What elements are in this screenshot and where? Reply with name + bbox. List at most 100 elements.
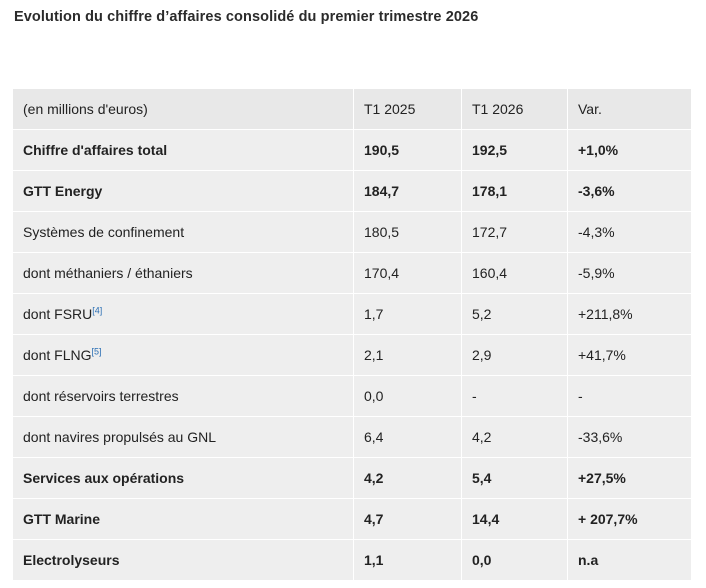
cell-var: +211,8% [567, 293, 692, 335]
row-label: Systèmes de confinement [12, 211, 354, 253]
cell-t1-2026: 4,2 [461, 416, 568, 458]
row-label-text: GTT Energy [23, 183, 103, 199]
cell-var-text: +1,0% [578, 142, 619, 158]
cell-var-text: +211,8% [578, 306, 633, 322]
cell-t1-2025-text: 1,1 [364, 552, 384, 568]
cell-t1-2026-text: 178,1 [472, 183, 508, 199]
row-label: Chiffre d'affaires total [12, 129, 354, 171]
cell-t1-2026-text: 5,2 [472, 306, 492, 322]
cell-var-text: -3,6% [578, 183, 615, 199]
cell-t1-2025: 6,4 [353, 416, 462, 458]
cell-t1-2025-text: 180,5 [364, 224, 400, 240]
cell-t1-2025: 4,2 [353, 457, 462, 499]
table-row: dont FLNG[5] 2,1 2,9 +41,7% [12, 334, 692, 376]
row-label-text: Systèmes de confinement [23, 224, 185, 240]
cell-t1-2025-text: 6,4 [364, 429, 384, 445]
cell-t1-2026-text: 4,2 [472, 429, 492, 445]
revenue-table: (en millions d'euros) T1 2025 T1 2026 Va… [12, 88, 692, 581]
cell-var: +41,7% [567, 334, 692, 376]
table-row: Systèmes de confinement 180,5 172,7 -4,3% [12, 211, 692, 253]
table-row: GTT Energy 184,7 178,1 -3,6% [12, 170, 692, 212]
cell-t1-2025-text: 190,5 [364, 142, 400, 158]
table-header-row: (en millions d'euros) T1 2025 T1 2026 Va… [12, 88, 692, 130]
header-t1-2025: T1 2025 [353, 88, 462, 130]
cell-t1-2026: 160,4 [461, 252, 568, 294]
table-row: dont réservoirs terrestres 0,0 - - [12, 375, 692, 417]
cell-t1-2026: 5,4 [461, 457, 568, 499]
row-label-text: dont navires propulsés au GNL [23, 429, 216, 445]
header-label: (en millions d'euros) [12, 88, 354, 130]
row-label: GTT Energy [12, 170, 354, 212]
cell-t1-2025-text: 1,7 [364, 306, 384, 322]
row-label: Services aux opérations [12, 457, 354, 499]
row-label: dont FLNG[5] [12, 334, 354, 376]
table-row: GTT Marine 4,7 14,4 + 207,7% [12, 498, 692, 540]
cell-var: +27,5% [567, 457, 692, 499]
row-label-text: dont réservoirs terrestres [23, 388, 179, 404]
row-label: dont réservoirs terrestres [12, 375, 354, 417]
cell-t1-2025: 170,4 [353, 252, 462, 294]
row-label: dont méthaniers / éthaniers [12, 252, 354, 294]
cell-t1-2026-text: 160,4 [472, 265, 508, 281]
cell-t1-2025-text: 0,0 [364, 388, 384, 404]
cell-t1-2026: 192,5 [461, 129, 568, 171]
row-label-text: dont FSRU [23, 306, 93, 322]
cell-var: n.a [567, 539, 692, 581]
cell-t1-2025-text: 2,1 [364, 347, 384, 363]
cell-t1-2026: 0,0 [461, 539, 568, 581]
cell-var: - [567, 375, 692, 417]
table-row: Services aux opérations 4,2 5,4 +27,5% [12, 457, 692, 499]
header-var: Var. [567, 88, 692, 130]
cell-t1-2026-text: 192,5 [472, 142, 508, 158]
row-label-text: Chiffre d'affaires total [23, 142, 168, 158]
header-t1-2026: T1 2026 [461, 88, 568, 130]
cell-t1-2025: 190,5 [353, 129, 462, 171]
footnote-link[interactable]: [4] [92, 305, 103, 316]
cell-var: -3,6% [567, 170, 692, 212]
footnote-link[interactable]: [5] [91, 346, 102, 357]
row-label-text: Services aux opérations [23, 470, 185, 486]
cell-var-text: - [578, 388, 583, 404]
cell-var: -4,3% [567, 211, 692, 253]
cell-t1-2026: - [461, 375, 568, 417]
row-label-text: dont méthaniers / éthaniers [23, 265, 193, 281]
cell-var-text: +27,5% [578, 470, 626, 486]
cell-var-text: -33,6% [578, 429, 623, 445]
cell-var-text: -5,9% [578, 265, 615, 281]
cell-t1-2025: 0,0 [353, 375, 462, 417]
cell-var-text: n.a [578, 552, 599, 568]
cell-t1-2025-text: 170,4 [364, 265, 400, 281]
row-label: Electrolyseurs [12, 539, 354, 581]
cell-var: -5,9% [567, 252, 692, 294]
cell-t1-2026: 2,9 [461, 334, 568, 376]
row-label: GTT Marine [12, 498, 354, 540]
cell-t1-2026: 172,7 [461, 211, 568, 253]
table-row: dont navires propulsés au GNL 6,4 4,2 -33,6… [12, 416, 692, 458]
cell-t1-2025: 2,1 [353, 334, 462, 376]
cell-var-text: + 207,7% [578, 511, 638, 527]
cell-var-text: +41,7% [578, 347, 626, 363]
row-label-text: Electrolyseurs [23, 552, 120, 568]
cell-t1-2026-text: 0,0 [472, 552, 492, 568]
page-title: Evolution du chiffre d’affaires consolid… [14, 9, 479, 25]
cell-t1-2026-text: 5,4 [472, 470, 492, 486]
row-label-text: GTT Marine [23, 511, 101, 527]
cell-t1-2026-text: 2,9 [472, 347, 492, 363]
cell-t1-2025: 4,7 [353, 498, 462, 540]
cell-t1-2025: 180,5 [353, 211, 462, 253]
table-row: dont méthaniers / éthaniers 170,4 160,4 -5,… [12, 252, 692, 294]
row-label: dont FSRU[4] [12, 293, 354, 335]
table-row: Electrolyseurs 1,1 0,0 n.a [12, 539, 692, 581]
cell-var: + 207,7% [567, 498, 692, 540]
cell-t1-2025: 1,1 [353, 539, 462, 581]
table-row: dont FSRU[4] 1,7 5,2 +211,8% [12, 293, 692, 335]
cell-t1-2026: 178,1 [461, 170, 568, 212]
row-label: dont navires propulsés au GNL [12, 416, 354, 458]
cell-t1-2026-text: - [472, 388, 477, 404]
cell-t1-2026: 5,2 [461, 293, 568, 335]
table-row: Chiffre d'affaires total 190,5 192,5 +1,0% [12, 129, 692, 171]
cell-var: -33,6% [567, 416, 692, 458]
cell-t1-2026: 14,4 [461, 498, 568, 540]
cell-t1-2025-text: 184,7 [364, 183, 400, 199]
cell-t1-2026-text: 14,4 [472, 511, 500, 527]
